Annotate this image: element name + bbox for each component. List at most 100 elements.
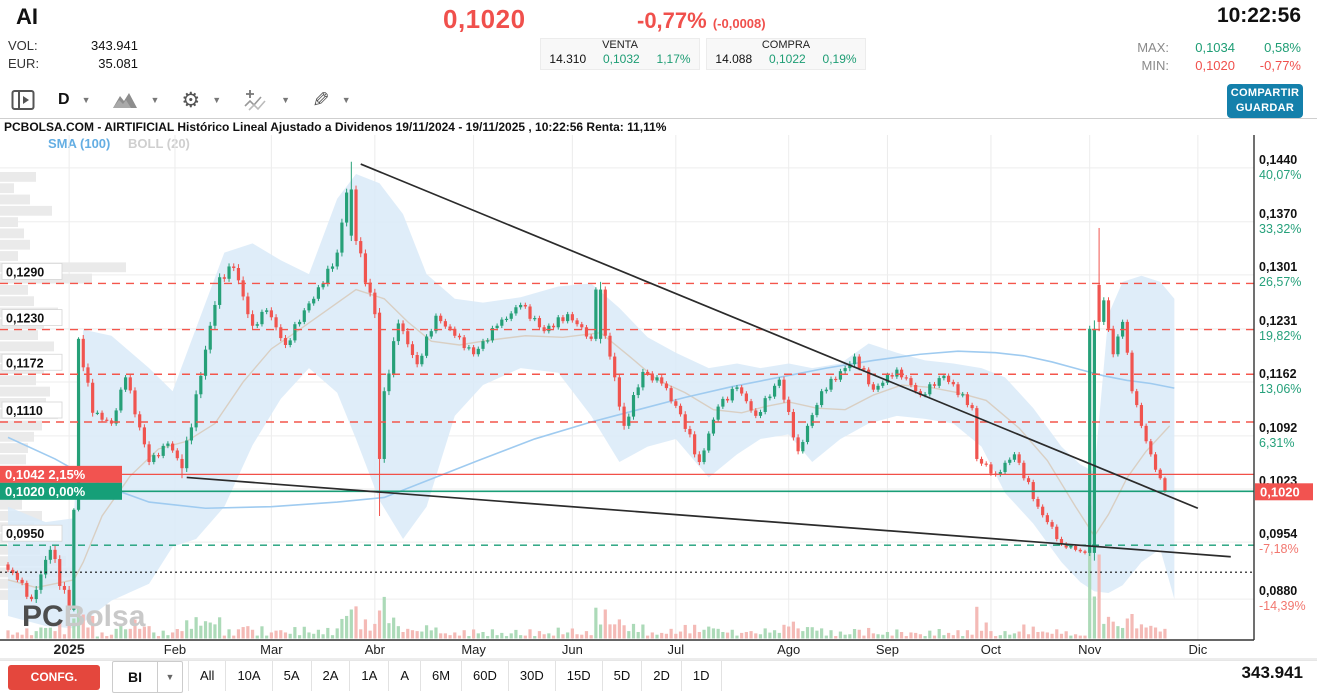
period-button-2a[interactable]: 2A xyxy=(312,661,351,691)
svg-text:0,1042 2,15%: 0,1042 2,15% xyxy=(5,467,86,482)
max-label: MAX: xyxy=(1137,40,1169,55)
chevron-down-icon: ▼ xyxy=(341,95,351,105)
symbol-title: AI xyxy=(16,4,38,29)
chevron-down-icon: ▼ xyxy=(81,95,91,105)
period-button-1d[interactable]: 1D xyxy=(682,661,722,691)
panel-toggle-icon xyxy=(11,90,35,110)
gear-icon: ⚙ xyxy=(181,88,201,112)
chart-top-divider xyxy=(0,118,1317,119)
ask-label: VENTA xyxy=(602,39,638,51)
svg-text:0,1020 0,00%: 0,1020 0,00% xyxy=(5,484,86,499)
period-button-5d[interactable]: 5D xyxy=(603,661,643,691)
max-row: MAX: 0,1034 0,58% xyxy=(1117,40,1301,55)
chart-style-button[interactable]: ▼ xyxy=(112,89,159,111)
eur-value: 35.081 xyxy=(98,56,138,71)
svg-text:6,31%: 6,31% xyxy=(1259,436,1294,450)
bid-quantity: 14.088 xyxy=(715,52,753,66)
draw-tools-button[interactable]: ✎ ▼ xyxy=(312,89,351,112)
svg-text:0,0950: 0,0950 xyxy=(6,527,44,541)
timeframe-button[interactable]: D ▼ xyxy=(58,91,90,109)
x-axis-month-label: Feb xyxy=(164,642,186,657)
svg-text:0,1092: 0,1092 xyxy=(1259,421,1297,435)
period-button-1a[interactable]: 1A xyxy=(350,661,390,691)
period-button-30d[interactable]: 30D xyxy=(509,661,556,691)
x-axis-month-label: May xyxy=(461,642,486,657)
market-selector[interactable]: BI ▼ xyxy=(112,661,183,693)
max-pct: 0,58% xyxy=(1264,40,1301,55)
svg-text:13,06%: 13,06% xyxy=(1259,382,1301,396)
change-percent: -0,77% (-0,0008) xyxy=(637,8,766,33)
panel-toggle-button[interactable] xyxy=(10,87,36,113)
chart-toolbar: D ▼ ▼ ⚙ ▼ ▼ ✎ ▼ xyxy=(0,82,1317,118)
x-axis-month-label: Jul xyxy=(668,642,685,657)
legend-sma[interactable]: SMA (100) xyxy=(48,136,111,151)
period-button-60d[interactable]: 60D xyxy=(462,661,509,691)
bid-price: 0,1022 xyxy=(768,52,806,66)
candlestick-chart[interactable]: 0,1290 0,1230 0,1172 0,1110 0,0950 0,1042 2,1… xyxy=(0,0,1317,660)
mountain-chart-icon xyxy=(113,93,138,108)
svg-text:0,1162: 0,1162 xyxy=(1259,367,1297,381)
period-button-2d[interactable]: 2D xyxy=(642,661,682,691)
volume-row: VOL: 343.941 xyxy=(8,38,138,53)
x-axis-month-label: Mar xyxy=(260,642,283,657)
period-button-a[interactable]: A xyxy=(389,661,421,691)
share-save-button[interactable]: COMPARTIR GUARDAR xyxy=(1227,84,1303,118)
min-price: 0,1020 xyxy=(1195,58,1235,73)
period-button-15d[interactable]: 15D xyxy=(556,661,603,691)
footer-divider xyxy=(0,660,1317,661)
vol-label: VOL: xyxy=(8,38,38,53)
add-indicator-icon xyxy=(244,90,266,111)
svg-text:0,1231: 0,1231 xyxy=(1259,314,1297,328)
period-button-10a[interactable]: 10A xyxy=(226,661,273,691)
timeframe-label: D xyxy=(58,91,70,108)
svg-text:0,1172: 0,1172 xyxy=(6,356,44,370)
period-button-5a[interactable]: 5A xyxy=(273,661,312,691)
bid-pct: 0,19% xyxy=(822,52,857,66)
vol-value: 343.941 xyxy=(91,38,138,53)
svg-text:40,07%: 40,07% xyxy=(1259,168,1301,182)
svg-text:0,1110: 0,1110 xyxy=(6,404,43,418)
svg-text:0,0954: 0,0954 xyxy=(1259,527,1297,541)
chevron-down-icon: ▼ xyxy=(212,95,222,105)
svg-text:0,1301: 0,1301 xyxy=(1259,260,1297,274)
config-button[interactable]: CONFG. xyxy=(8,665,100,690)
ask-box: VENTA 14.310 0,1032 1,17% xyxy=(540,38,700,70)
period-button-6m[interactable]: 6M xyxy=(421,661,463,691)
legend-boll[interactable]: BOLL (20) xyxy=(128,136,190,151)
svg-text:19,82%: 19,82% xyxy=(1259,329,1301,343)
change-absolute: (-0,0008) xyxy=(712,16,766,31)
min-row: MIN: 0,1020 -0,77% xyxy=(1117,58,1301,73)
max-price: 0,1034 xyxy=(1195,40,1235,55)
bid-label: COMPRA xyxy=(761,39,811,51)
x-axis-month-label: 2025 xyxy=(54,641,85,657)
x-axis-month-label: Sep xyxy=(876,642,899,657)
ask-price: 0,1032 xyxy=(602,52,640,66)
eur-row: EUR: 35.081 xyxy=(8,56,138,71)
min-pct: -0,77% xyxy=(1259,58,1301,73)
add-indicator-button[interactable]: ▼ xyxy=(243,88,290,112)
svg-text:0,1440: 0,1440 xyxy=(1259,153,1297,167)
x-axis-month-label: Jun xyxy=(562,642,583,657)
bid-box: COMPRA 14.088 0,1022 0,19% xyxy=(706,38,866,70)
x-axis-month-label: Dic xyxy=(1188,642,1207,657)
period-buttons: All 10A 5A 2A 1A A 6M 60D 30D 15D 5D 2D 1D xyxy=(188,661,722,691)
market-selector-value: BI xyxy=(128,669,142,685)
chevron-down-icon: ▼ xyxy=(157,662,182,692)
chevron-down-icon: ▼ xyxy=(150,95,160,105)
x-axis-month-label: Ago xyxy=(777,642,800,657)
svg-text:0,1290: 0,1290 xyxy=(6,265,44,279)
svg-text:0,1230: 0,1230 xyxy=(6,312,44,326)
last-price: 0,1020 xyxy=(443,4,526,34)
ask-quantity: 14.310 xyxy=(549,52,587,66)
min-label: MIN: xyxy=(1141,58,1169,73)
x-axis-month-label: Abr xyxy=(365,642,386,657)
settings-button[interactable]: ⚙ ▼ xyxy=(181,90,221,111)
period-button-all[interactable]: All xyxy=(188,661,227,691)
x-axis-month-label: Oct xyxy=(981,642,1002,657)
svg-text:-7,18%: -7,18% xyxy=(1259,542,1299,556)
svg-text:26,57%: 26,57% xyxy=(1259,275,1301,289)
chart-legend: SMA (100) BOLL (20) xyxy=(48,136,190,151)
share-label: COMPARTIR xyxy=(1230,87,1300,99)
svg-text:33,32%: 33,32% xyxy=(1259,222,1301,236)
